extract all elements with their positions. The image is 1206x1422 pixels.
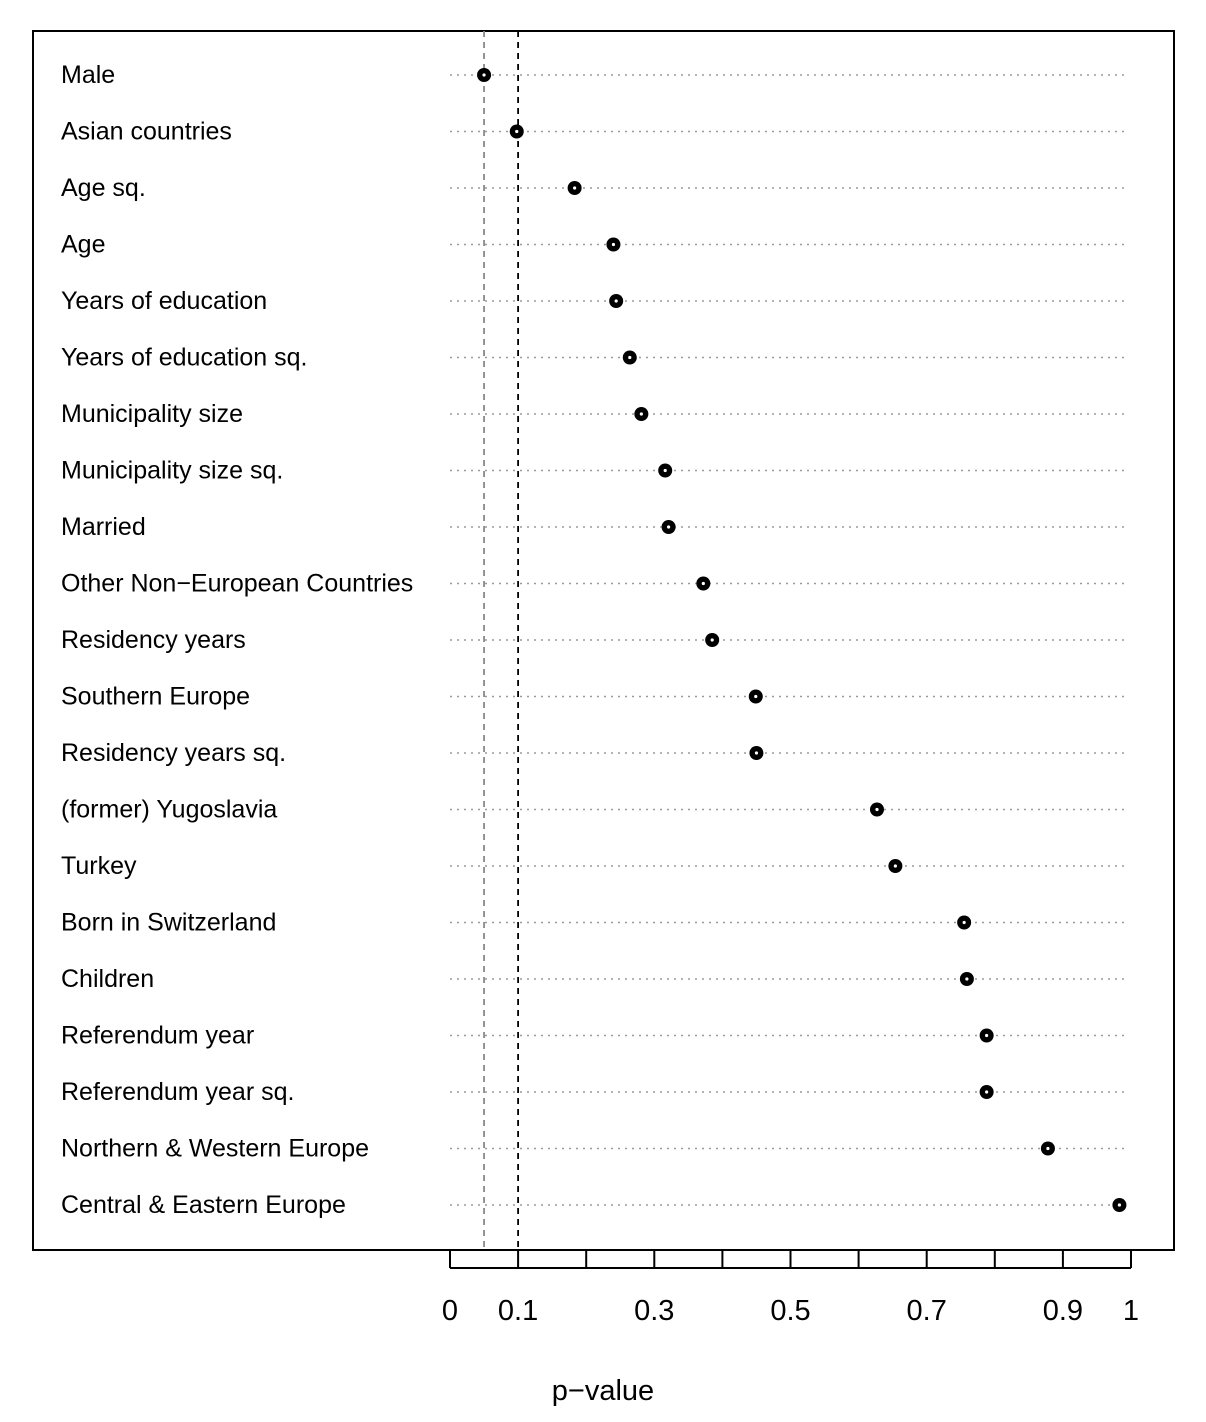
row-label: Born in Switzerland [61,909,276,937]
row-label: Central & Eastern Europe [61,1191,346,1219]
data-point-center [875,807,879,812]
plot-frame [32,30,1175,1251]
row-label: Southern Europe [61,683,250,711]
x-axis-title: p−value [552,1375,654,1407]
data-points [477,68,1127,1212]
row-label: Northern & Western Europe [61,1135,369,1163]
row-label: Residency years [61,626,246,654]
x-tick-label: 0.9 [1043,1295,1083,1327]
reference-lines [483,31,519,1250]
row-label: Referendum year sq. [61,1078,294,1106]
row-labels: Male Asian countries Age sq. Age Years of ed… [61,61,413,1219]
data-point-center [754,751,759,755]
data-point-center [962,920,966,925]
row-label: Age [61,231,105,259]
data-point-center [1046,1146,1050,1151]
data-point-center [482,73,486,77]
row-label: Turkey [61,852,137,880]
row-label: Married [61,513,146,541]
data-point-center [515,129,519,134]
row-label: Years of education [61,287,267,315]
data-point-center [985,1033,989,1038]
grid-lines [450,74,1126,1206]
data-point-center [965,977,969,981]
x-tick-label: 0.1 [498,1295,538,1327]
x-tick-label: 0 [442,1295,458,1327]
data-point-center [701,581,705,586]
data-point-center [614,299,618,303]
x-tick-label: 0.5 [770,1295,810,1327]
data-point-center [1117,1203,1122,1207]
row-label: Referendum year [61,1022,254,1050]
data-point-center [893,864,897,868]
data-point-center [754,694,758,699]
row-label: Children [61,965,154,993]
x-tick-label: 0.3 [634,1295,674,1327]
x-tick-label: 0.7 [907,1295,947,1327]
row-label: Age sq. [61,174,146,202]
row-label: Asian countries [61,118,232,146]
row-label: Other Non−European Countries [61,570,413,598]
row-label: (former) Yugoslavia [61,796,277,824]
row-label: Residency years sq. [61,739,286,767]
data-point-center [985,1090,989,1094]
data-point-center [573,186,577,190]
data-point-center [710,638,714,642]
row-label: Male [61,61,115,89]
x-axis: 0 0.1 0.3 0.5 0.7 0.9 1 [442,1250,1139,1327]
data-point-center [628,355,632,360]
row-label: Municipality size sq. [61,457,283,485]
data-point-center [639,412,643,416]
data-point-center [667,525,671,529]
data-point-center [663,468,667,473]
row-label: Years of education sq. [61,344,307,372]
x-tick-label: 1 [1123,1295,1139,1327]
data-point-center [611,242,616,247]
row-label: Municipality size [61,400,243,428]
